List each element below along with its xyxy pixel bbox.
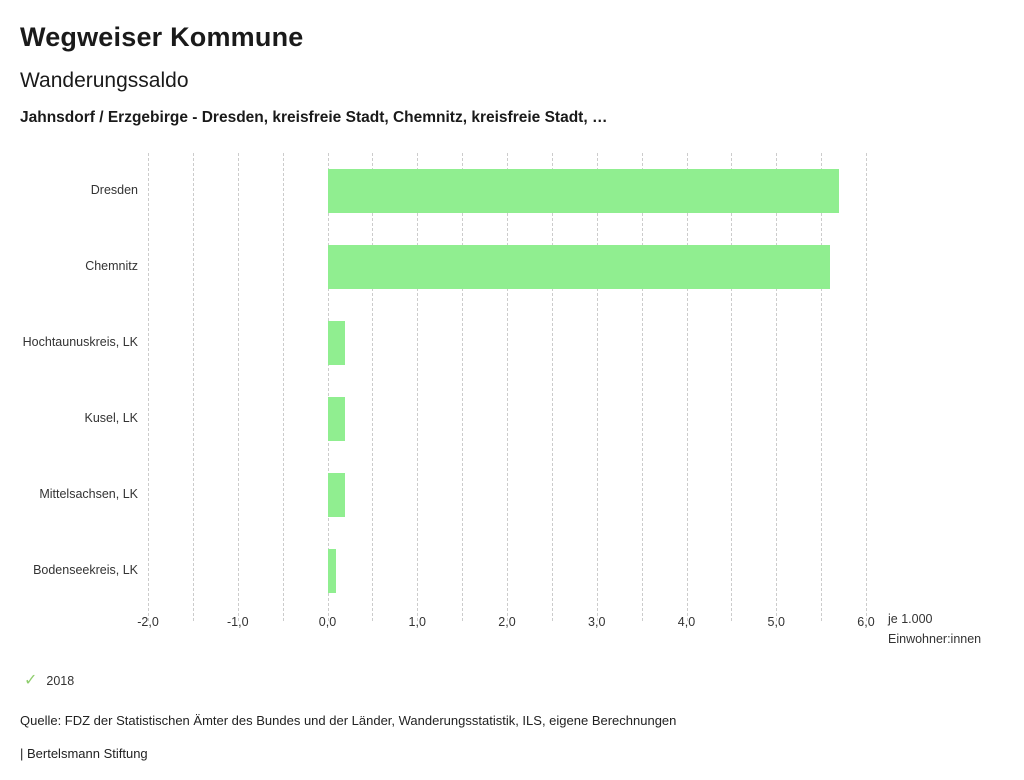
chart-row: Hochtaunuskreis, LK: [20, 305, 1004, 381]
page: Wegweiser Kommune Wanderungssaldo Jahnsd…: [20, 22, 1004, 761]
chart-title: Wanderungssaldo: [20, 69, 189, 92]
check-icon: ✓: [24, 672, 38, 689]
bar[interactable]: [327, 473, 346, 517]
bar[interactable]: [327, 169, 840, 213]
chart-body: Dresden Chemnitz Hochtaunuskreis, LK Kusel,…: [20, 153, 1004, 621]
x-tick-label: 0,0: [318, 615, 337, 629]
page-title: Wegweiser Kommune: [20, 22, 304, 52]
x-tick-label: 3,0: [588, 615, 606, 629]
x-tick-label: 2,0: [498, 615, 516, 629]
category-label: Dresden: [90, 183, 138, 198]
chart-subtitle: Jahnsdorf / Erzgebirge - Dresden, kreisf…: [20, 109, 608, 126]
x-tick-label: -1,0: [226, 615, 249, 629]
chart-row: Kusel, LK: [20, 381, 1004, 457]
category-label: Bodenseekreis, LK: [33, 563, 138, 578]
bar[interactable]: [327, 397, 346, 441]
bar-track: [148, 305, 866, 381]
bar[interactable]: [327, 245, 831, 289]
category-label: Mittelsachsen, LK: [39, 487, 138, 502]
bar[interactable]: [327, 321, 346, 365]
x-axis: -2,0 -1,0 0,0 1,0 2,0 3,0 4,0 5,0 6,0: [137, 615, 874, 633]
chart-row: Bodenseekreis, LK: [20, 533, 1004, 609]
x-tick-label: 6,0: [857, 615, 875, 629]
bar[interactable]: [327, 549, 337, 593]
x-tick-label: 4,0: [677, 615, 696, 629]
chart-row: Mittelsachsen, LK: [20, 457, 1004, 533]
bar-track: [148, 153, 866, 229]
bar-track: [148, 229, 866, 305]
legend-label: 2018: [46, 674, 75, 688]
category-label: Chemnitz: [85, 259, 138, 274]
bar-chart: Dresden Chemnitz Hochtaunuskreis, LK Kusel,…: [20, 153, 1004, 655]
chart-rows: Dresden Chemnitz Hochtaunuskreis, LK Kusel,…: [20, 153, 1004, 609]
chart-row: Dresden: [20, 153, 1004, 229]
bar-track: [148, 533, 866, 609]
category-label: Kusel, LK: [84, 411, 138, 426]
x-tick-label: 1,0: [408, 615, 426, 629]
source-text: Quelle: FDZ der Statistischen Ämter des …: [20, 713, 677, 728]
bar-track: [148, 457, 866, 533]
legend[interactable]: ✓ 2018: [24, 673, 1004, 689]
x-tick-label: -2,0: [137, 615, 159, 629]
chart-row: Chemnitz: [20, 229, 1004, 305]
category-label: Hochtaunuskreis, LK: [22, 335, 138, 350]
axis-row: -2,0 -1,0 0,0 1,0 2,0 3,0 4,0 5,0 6,0 je 1.000 E…: [20, 612, 1004, 655]
brand-text: | Bertelsmann Stiftung: [20, 746, 148, 761]
bar-track: [148, 381, 866, 457]
x-tick-label: 5,0: [767, 615, 785, 629]
axis-unit-label: je 1.000 Einwohner:innen: [888, 612, 982, 646]
